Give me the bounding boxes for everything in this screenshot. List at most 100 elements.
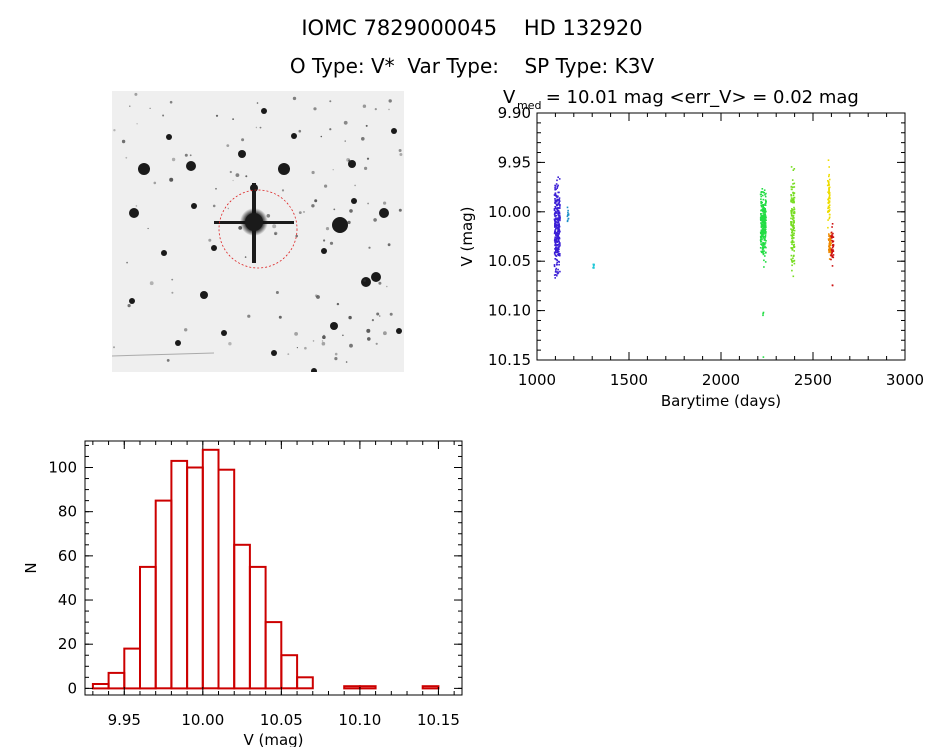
- field-star: [348, 160, 356, 168]
- data-point: [593, 263, 595, 266]
- data-point: [829, 247, 831, 249]
- data-point: [829, 237, 832, 240]
- data-point: [765, 216, 767, 219]
- data-point: [829, 213, 831, 216]
- data-point: [762, 232, 764, 235]
- data-point: [554, 184, 556, 187]
- data-point: [557, 195, 559, 198]
- data-point: [762, 221, 764, 223]
- data-point: [828, 235, 830, 237]
- x-tick-label: 1500: [610, 371, 648, 389]
- data-point: [558, 214, 560, 217]
- data-point: [831, 251, 833, 253]
- histogram-bar: [107, 671, 126, 690]
- data-point: [793, 226, 795, 229]
- data-point: [791, 231, 794, 233]
- data-point: [760, 236, 762, 239]
- data-point: [556, 237, 559, 239]
- data-point: [559, 230, 561, 233]
- data-point: [764, 225, 766, 228]
- data-point: [762, 311, 765, 314]
- data-point: [764, 229, 766, 232]
- target-star: [214, 183, 294, 263]
- data-point: [558, 225, 561, 228]
- data-point: [554, 230, 556, 232]
- faint-star: [321, 340, 324, 342]
- faint-star: [344, 140, 346, 142]
- data-point: [558, 229, 561, 231]
- data-point: [791, 199, 793, 201]
- light-curve-title-v: V: [503, 87, 516, 108]
- data-point: [762, 226, 765, 228]
- data-point: [828, 248, 831, 251]
- light-curve-points: [553, 159, 835, 358]
- data-point: [555, 237, 558, 240]
- data-point: [793, 234, 795, 236]
- field-star: [391, 128, 397, 134]
- data-point: [764, 208, 766, 210]
- y-tick-label: 10.15: [488, 351, 531, 369]
- data-point: [761, 221, 764, 223]
- faint-star: [189, 154, 192, 157]
- data-point: [791, 237, 793, 240]
- data-point: [828, 217, 831, 220]
- data-point: [554, 206, 556, 208]
- data-point: [556, 196, 558, 199]
- faint-star: [367, 337, 371, 341]
- data-point: [762, 216, 765, 219]
- light-curve-title-subscript: med: [517, 99, 541, 112]
- data-point: [792, 183, 794, 185]
- data-point: [761, 221, 764, 223]
- data-point: [791, 218, 794, 220]
- data-point: [556, 219, 559, 221]
- data-point: [760, 222, 762, 224]
- faint-star: [227, 207, 229, 210]
- data-point: [790, 212, 793, 215]
- data-point: [764, 199, 767, 201]
- data-point: [557, 234, 560, 237]
- data-point: [828, 209, 831, 211]
- data-point: [567, 213, 570, 215]
- data-point: [763, 217, 766, 219]
- data-point: [791, 199, 794, 202]
- data-point: [829, 234, 831, 237]
- data-point: [828, 249, 830, 252]
- data-point: [554, 248, 557, 251]
- faint-star: [368, 246, 371, 249]
- data-point: [765, 202, 767, 204]
- data-point: [557, 218, 560, 221]
- data-point: [558, 231, 561, 233]
- data-point: [793, 221, 795, 224]
- data-point: [790, 241, 793, 243]
- data-point: [554, 223, 557, 226]
- data-point: [762, 228, 765, 230]
- data-point: [831, 226, 833, 228]
- data-point: [790, 224, 793, 226]
- data-point: [760, 238, 762, 241]
- data-point: [828, 188, 830, 190]
- data-point: [790, 200, 792, 203]
- data-point: [764, 210, 767, 213]
- data-point: [793, 186, 796, 188]
- field-star: [129, 298, 135, 304]
- y-tick-label: 20: [58, 635, 77, 653]
- data-point: [764, 215, 767, 218]
- data-point: [763, 210, 766, 212]
- data-point: [762, 194, 764, 197]
- data-point: [555, 218, 557, 220]
- data-point: [558, 231, 561, 233]
- data-point: [762, 312, 764, 315]
- data-point: [763, 246, 765, 249]
- data-point: [556, 247, 559, 250]
- data-point: [554, 225, 556, 227]
- data-point: [553, 274, 556, 276]
- data-point: [556, 261, 558, 264]
- data-point: [792, 228, 794, 230]
- data-point: [761, 225, 764, 228]
- data-point: [764, 220, 766, 222]
- data-point: [556, 232, 558, 234]
- data-point: [791, 247, 794, 249]
- data-point: [567, 214, 569, 216]
- data-point: [762, 250, 764, 253]
- data-point: [559, 270, 561, 273]
